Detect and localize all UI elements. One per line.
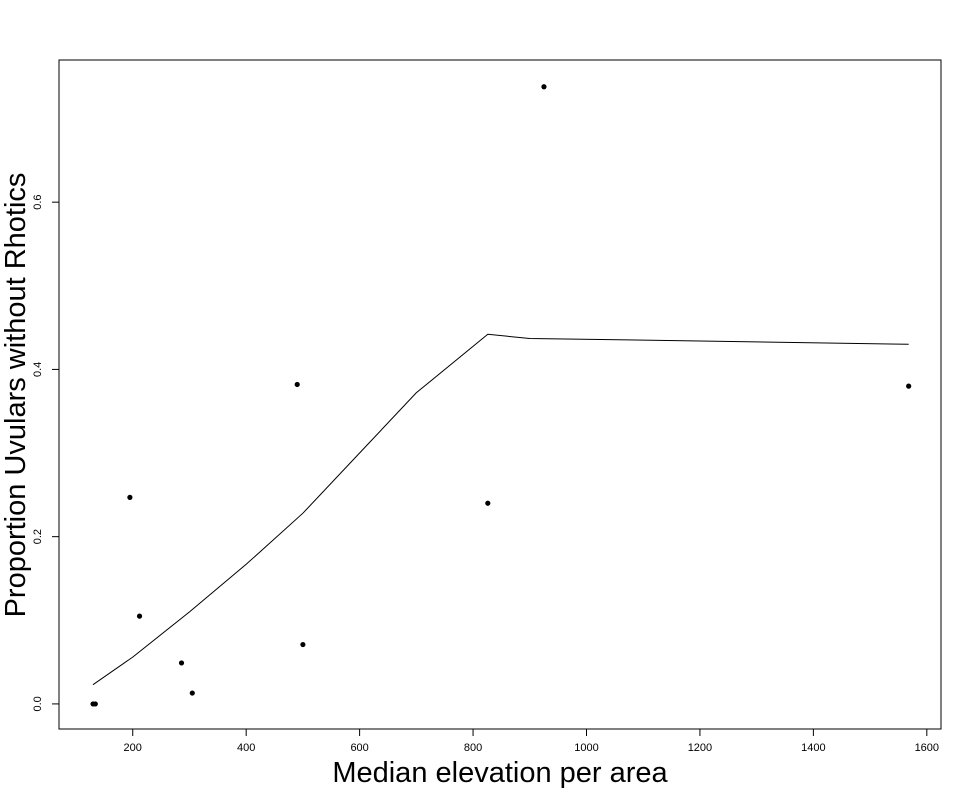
data-point — [300, 641, 306, 648]
x-tick-label: 200 — [124, 742, 142, 754]
y-tick-label: 0.2 — [32, 529, 44, 544]
y-tick-label: 0.4 — [32, 362, 44, 377]
data-point — [178, 660, 185, 666]
y-tick-label: 0.6 — [32, 195, 44, 210]
data-point — [127, 494, 133, 500]
y-axis-title: Proportion Uvulars without Rhotics — [0, 173, 32, 618]
x-axis-title: Median elevation per area — [332, 757, 668, 789]
plot-frame — [58, 59, 942, 730]
data-point — [541, 84, 547, 90]
x-tick-label: 1000 — [574, 742, 598, 754]
data-point — [294, 381, 300, 388]
data-points — [90, 84, 912, 707]
smoother-line — [92, 333, 909, 686]
x-tick-label: 1400 — [801, 742, 825, 754]
y-axis: 0.0 0.2 0.4 0.6 — [32, 195, 60, 712]
y-tick-label: 0.0 — [32, 696, 44, 711]
x-tick-label: 800 — [464, 742, 482, 754]
x-tick-label: 1200 — [688, 742, 712, 754]
data-point — [906, 383, 912, 389]
x-axis: 200 400 600 800 1000 1200 1400 1600 — [124, 728, 939, 754]
x-tick-label: 400 — [237, 742, 255, 754]
data-point — [92, 701, 98, 707]
x-tick-label: 600 — [350, 742, 368, 754]
data-point — [189, 690, 195, 696]
data-point — [485, 500, 491, 506]
x-tick-label: 1600 — [915, 742, 939, 754]
data-point — [136, 613, 143, 619]
